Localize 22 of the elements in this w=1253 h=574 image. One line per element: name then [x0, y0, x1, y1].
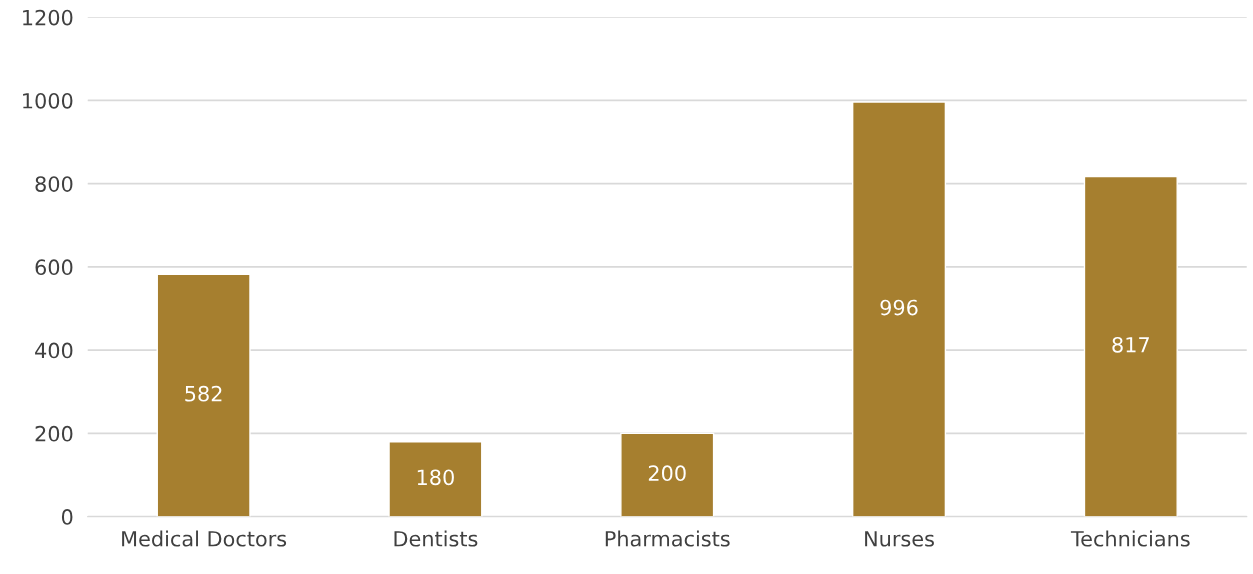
x-tick-label: Technicians [1070, 530, 1190, 547]
data-label: 996 [880, 299, 918, 316]
data-label: 200 [648, 465, 686, 482]
y-tick-label: 200 [35, 425, 73, 442]
y-tick-label: 600 [35, 259, 73, 276]
x-tick-label: Dentists [394, 530, 478, 547]
data-label: 582 [185, 385, 222, 402]
x-tick-label: Medical Doctors [122, 530, 287, 547]
y-tick-label: 1000 [23, 92, 73, 109]
y-tick-label: 800 [35, 176, 73, 192]
data-label: 817 [1112, 336, 1149, 353]
bar [388, 440, 483, 517]
y-tick-label: 0 [61, 509, 73, 525]
bar [156, 273, 251, 517]
x-tick-label: Pharmacists [605, 530, 730, 547]
bar [851, 101, 947, 517]
x-tick-label: Nurses [865, 531, 934, 547]
y-tick-label: 1200 [23, 9, 73, 26]
bar [620, 432, 715, 517]
y-tick-label: 400 [35, 342, 73, 359]
bar [1083, 175, 1178, 517]
data-label: 180 [417, 469, 454, 486]
